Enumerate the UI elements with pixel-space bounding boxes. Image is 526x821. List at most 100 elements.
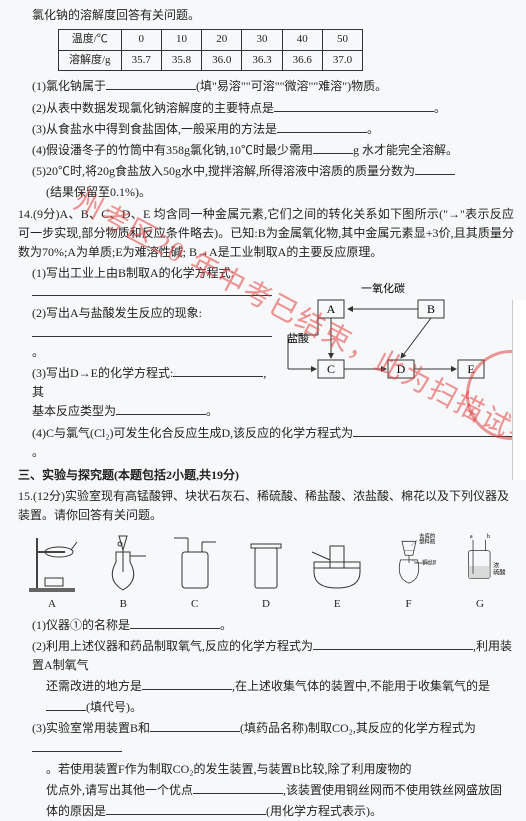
solubility-table: 温度/℃ 0 10 20 30 40 50 溶解度/g 35.7 35.8 36… <box>58 29 363 71</box>
cell: 40 <box>282 30 322 51</box>
q15-3c: 优点外,请写出其他一个优点 ,该装置使用铜丝网而不使用铁丝网盛放固 <box>18 781 514 800</box>
flowchart: A B C D E 一氧化碳 盐酸 <box>278 280 498 390</box>
apparatus-label: B <box>120 596 127 614</box>
apparatus-c: C <box>163 532 227 614</box>
q15-3b: 。若使用装置F作为制取CO₂的发生装置,与装置B比较,除了利用废物的 <box>18 760 514 779</box>
blank <box>106 803 266 815</box>
text: 优点外,请写出其他一个优点 <box>46 783 193 797</box>
q15-head: 15.(12分)实验室现有高锰酸钾、块状石灰石、稀硫酸、稀盐酸、浓盐酸、棉花以及… <box>18 487 514 525</box>
blank <box>193 782 283 794</box>
cell: 36.3 <box>242 50 282 71</box>
ann-g2: 硫酸 <box>493 569 505 577</box>
ann-g: 浓 <box>493 562 500 570</box>
text: (填代号)。 <box>86 700 142 714</box>
text: (结果保留至0.1%)。 <box>46 185 151 199</box>
cell: 0 <box>121 30 161 51</box>
apparatus-label: A <box>48 596 56 614</box>
row-label-temp: 温度/℃ <box>59 30 122 51</box>
q13-5: (5)20℃时,将20g食盐放入50g水中,搅拌溶解,所得溶液中溶质的质量分数为 <box>18 162 514 181</box>
text: (填"易溶""可溶""微溶""难溶")物质。 <box>196 79 387 93</box>
right-tab <box>512 300 526 480</box>
row-label-sol: 溶解度/g <box>59 50 122 71</box>
table-row: 温度/℃ 0 10 20 30 40 50 <box>59 30 363 51</box>
apparatus-label: F <box>406 596 412 614</box>
text: 。 <box>434 101 446 115</box>
svg-text:a: a <box>470 533 473 540</box>
q14-3: (3)写出D→E的化学方程式:,其 基本反应类型为。 <box>18 364 278 422</box>
blank <box>46 699 86 711</box>
blank <box>32 284 272 296</box>
blank <box>116 403 206 415</box>
apparatus-label: D <box>262 596 270 614</box>
text: 。 <box>32 445 44 459</box>
cell: 20 <box>202 30 242 51</box>
blank <box>150 720 240 732</box>
q14-1: (1)写出工业上由B制取A的化学方程式: <box>18 264 278 302</box>
blank <box>32 325 272 337</box>
apparatus-row: A B C D E 去底的 塑料瓶 铜丝网 F <box>20 532 512 614</box>
apparatus-label: C <box>191 596 198 614</box>
text: (2)写出A与盐酸发生反应的现象: <box>32 306 202 320</box>
text: (4)假设潘冬子的竹筒中有358g氯化钠,10℃时最少需用 <box>32 143 313 157</box>
text: (3)从食盐水中得到食盐固体,一般采用的方法是 <box>32 122 277 136</box>
q13-5b: (结果保留至0.1%)。 <box>18 183 514 202</box>
text: (1)氯化钠属于 <box>32 79 106 93</box>
text: (2)利用上述仪器和药品制取氧气,反应的化学方程式为 <box>32 639 313 653</box>
text: (4)C与氯气(Cl₂)可发生化合反应生成D,该反应的化学方程式为 <box>32 426 353 440</box>
q14-4: (4)C与氯气(Cl₂)可发生化合反应生成D,该反应的化学方程式为。 <box>18 424 514 462</box>
apparatus-f: 去底的 塑料瓶 铜丝网 F <box>377 532 441 614</box>
ann-f-mid: 铜丝网 <box>422 558 436 566</box>
q15-2: (2)利用上述仪器和药品制取氧气,反应的化学方程式为,利用装置A制氧气 <box>18 637 514 675</box>
q15-3: (3)实验室常用装置B和 (填药品名称)制取CO₂,其反应的化学方程式为 <box>18 719 514 757</box>
cell: 36.0 <box>202 50 242 71</box>
text: 还需改进的地方是 <box>46 679 142 693</box>
node-d: D <box>397 362 406 376</box>
flow-top-label: 一氧化碳 <box>361 281 405 295</box>
q15-3d: 体的原因是 (用化学方程式表示)。 <box>18 802 514 821</box>
flow-left-label: 盐酸 <box>287 331 309 345</box>
apparatus-g: a b 浓 硫酸 G <box>448 532 512 614</box>
cell: 30 <box>242 30 282 51</box>
blank <box>313 638 473 650</box>
text: 。 <box>367 122 379 136</box>
text: (2)从表中数据发现氯化钠溶解度的主要特点是 <box>32 101 274 115</box>
q13-3: (3)从食盐水中得到食盐固体,一般采用的方法是 。 <box>18 120 514 139</box>
blank <box>353 425 513 437</box>
text: (用化学方程式表示)。 <box>266 804 382 818</box>
blank <box>173 365 263 377</box>
text: 。 <box>220 618 232 632</box>
blank <box>313 142 353 154</box>
node-c: C <box>327 362 335 376</box>
blank <box>415 163 455 175</box>
node-b: B <box>427 302 435 316</box>
cell: 37.0 <box>322 50 362 71</box>
text: (3)写出D→E的化学方程式: <box>32 366 173 380</box>
apparatus-b: B <box>91 532 155 614</box>
section3-heading: 三、实验与探究题(本题包括2小题,共19分) <box>18 466 514 485</box>
apparatus-label: G <box>476 596 484 614</box>
intro-line: 氯化钠的溶解度回答有关问题。 <box>18 6 514 25</box>
cell: 36.6 <box>282 50 322 71</box>
text: 。 <box>32 345 44 359</box>
svg-text:b: b <box>487 533 490 540</box>
text: (1)仪器①的名称是 <box>32 618 130 632</box>
text: 体的原因是 <box>46 804 106 818</box>
apparatus-a: A <box>20 532 84 614</box>
apparatus-d: D <box>234 532 298 614</box>
cell: 35.7 <box>121 50 161 71</box>
text: (3)实验室常用装置B和 <box>32 721 150 735</box>
blank <box>130 617 220 629</box>
text: (5)20℃时,将20g食盐放入50g水中,搅拌溶解,所得溶液中溶质的质量分数为 <box>32 164 415 178</box>
q15-1: (1)仪器①的名称是 。 <box>18 616 514 635</box>
q13-4: (4)假设潘冬子的竹筒中有358g氯化钠,10℃时最少需用g 水才能完全溶解。 <box>18 141 514 160</box>
text: 基本反应类型为 <box>32 404 116 418</box>
apparatus-label: E <box>334 596 341 614</box>
apparatus-e: E <box>305 532 369 614</box>
text: 。 <box>206 404 218 418</box>
cell: 35.8 <box>161 50 201 71</box>
blank <box>142 678 232 690</box>
text: (填药品名称)制取CO₂,其反应的化学方程式为 <box>240 721 476 735</box>
text: ,该装置使用铜丝网而不使用铁丝网盛放固 <box>283 783 502 797</box>
blank <box>32 740 122 752</box>
blank <box>277 121 367 133</box>
